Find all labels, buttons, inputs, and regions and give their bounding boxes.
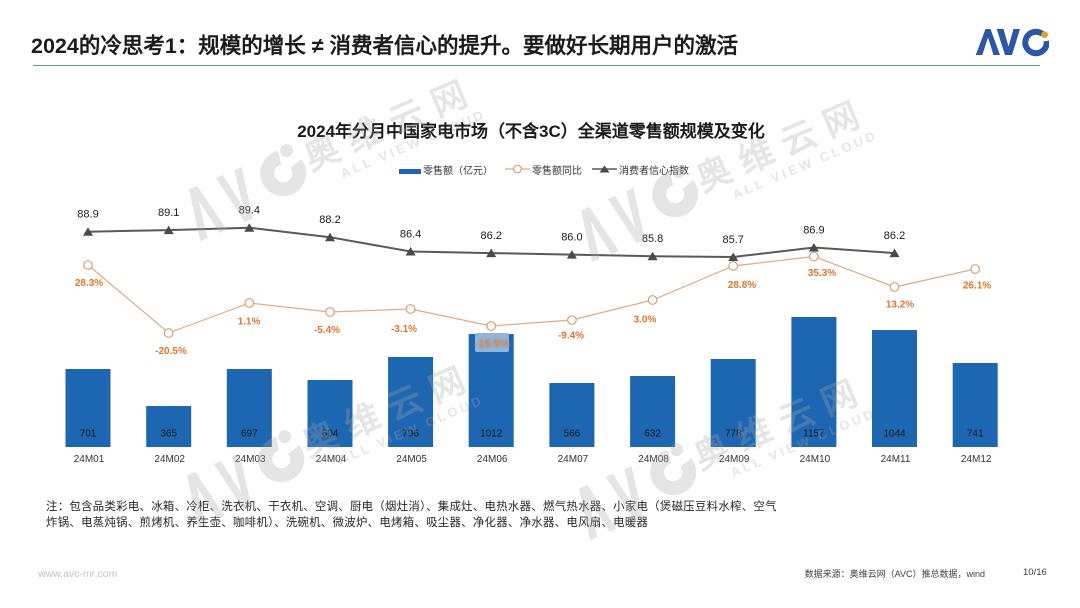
svg-text:86.2: 86.2 xyxy=(884,230,905,242)
svg-text:-9.4%: -9.4% xyxy=(558,331,584,342)
svg-text:-20.5%: -20.5% xyxy=(155,346,187,357)
svg-text:28.3%: 28.3% xyxy=(75,278,103,289)
svg-text:365: 365 xyxy=(160,429,177,440)
svg-text:86.9: 86.9 xyxy=(803,225,824,237)
svg-text:89.1: 89.1 xyxy=(158,207,179,219)
svg-text:604: 604 xyxy=(322,429,339,440)
svg-text:1012: 1012 xyxy=(480,429,503,440)
svg-text:24M12: 24M12 xyxy=(961,454,992,465)
svg-text:24M04: 24M04 xyxy=(316,454,347,465)
svg-text:24M11: 24M11 xyxy=(881,454,911,465)
svg-text:-3.1%: -3.1% xyxy=(391,324,417,335)
svg-text:697: 697 xyxy=(241,429,258,440)
svg-text:89.4: 89.4 xyxy=(239,205,260,217)
svg-text:24M06: 24M06 xyxy=(477,454,508,465)
svg-text:35.3%: 35.3% xyxy=(808,268,836,279)
svg-text:632: 632 xyxy=(644,429,661,440)
svg-text:24M08: 24M08 xyxy=(638,454,669,465)
svg-text:88.9: 88.9 xyxy=(77,209,98,221)
svg-text:24M10: 24M10 xyxy=(800,454,831,465)
svg-text:796: 796 xyxy=(402,429,419,440)
svg-text:88.2: 88.2 xyxy=(319,214,340,226)
svg-text:26.1%: 26.1% xyxy=(963,281,991,292)
svg-text:741: 741 xyxy=(967,429,984,440)
svg-text:566: 566 xyxy=(564,429,581,440)
svg-text:85.8: 85.8 xyxy=(642,233,663,245)
svg-text:1157: 1157 xyxy=(803,429,825,440)
svg-text:-15.5%: -15.5% xyxy=(475,338,510,350)
svg-text:778: 778 xyxy=(725,429,742,440)
svg-text:86.0: 86.0 xyxy=(561,232,582,244)
svg-text:1044: 1044 xyxy=(883,429,906,440)
svg-text:701: 701 xyxy=(80,429,97,440)
svg-text:24M05: 24M05 xyxy=(396,454,427,465)
svg-text:24M07: 24M07 xyxy=(558,454,589,465)
svg-text:1.1%: 1.1% xyxy=(238,317,261,328)
svg-text:24M02: 24M02 xyxy=(154,454,185,465)
svg-text:13.2%: 13.2% xyxy=(886,300,914,311)
svg-text:86.4: 86.4 xyxy=(400,229,421,241)
svg-text:85.7: 85.7 xyxy=(722,234,743,246)
svg-text:3.0%: 3.0% xyxy=(634,315,657,326)
svg-text:24M03: 24M03 xyxy=(235,454,266,465)
svg-text:24M09: 24M09 xyxy=(719,454,750,465)
svg-text:-5.4%: -5.4% xyxy=(314,325,340,336)
svg-text:28.8%: 28.8% xyxy=(728,280,756,291)
svg-text:86.2: 86.2 xyxy=(480,230,501,242)
svg-text:24M01: 24M01 xyxy=(74,454,105,465)
